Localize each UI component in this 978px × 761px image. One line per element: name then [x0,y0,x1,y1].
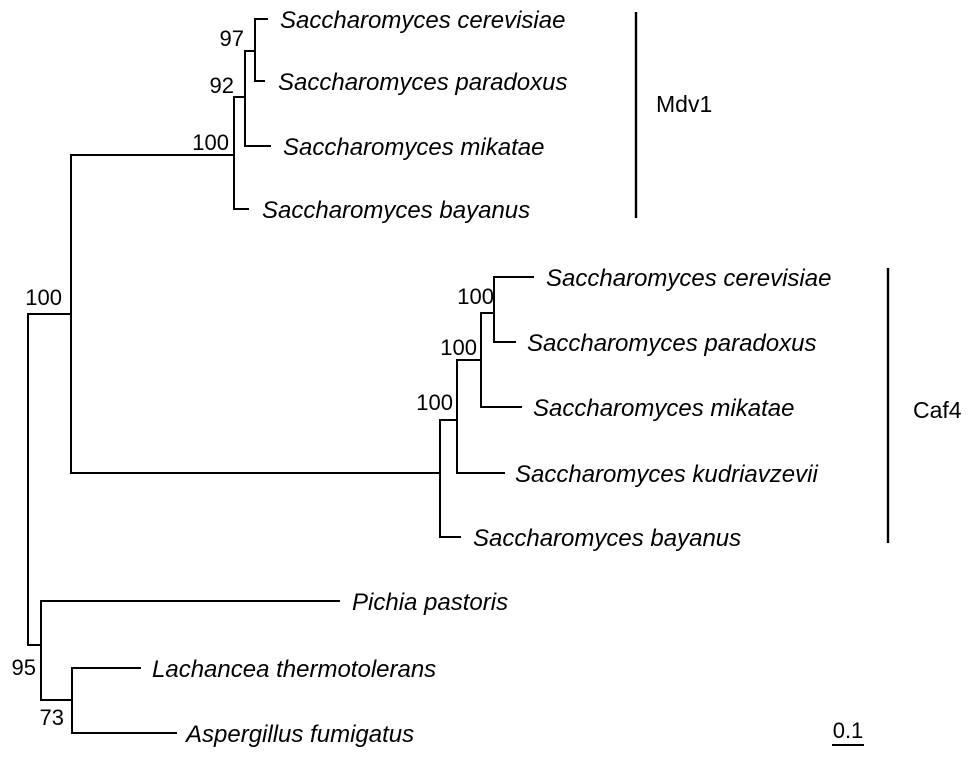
taxon-label: Saccharomyces mikatae [283,134,544,161]
support-values: 97 92 100 100 100 100 100 95 73 [12,26,494,730]
clade-mdv1: Mdv1 [634,12,712,218]
taxon-label: Saccharomyces bayanus [473,525,741,552]
support-value: 95 [12,655,36,680]
taxon-label: Saccharomyces paradoxus [527,330,816,357]
support-value: 100 [457,284,494,309]
taxon-label: Lachancea thermotolerans [152,656,436,683]
taxon-label: Saccharomyces kudriavzevii [515,461,818,488]
taxon-label: Saccharomyces bayanus [262,197,530,224]
taxon-label: Pichia pastoris [352,589,508,616]
clade-label-caf4: Caf4 [913,397,962,423]
clade-label-mdv1: Mdv1 [656,91,712,117]
clade-caf4: Caf4 [886,268,962,543]
support-value: 73 [40,705,64,730]
taxon-label: Aspergillus fumigatus [184,721,414,748]
support-value: 100 [25,285,62,310]
scale-bar: 0.1 [832,718,864,746]
support-value: 100 [416,390,453,415]
taxon-labels: Saccharomyces cerevisiae Saccharomyces p… [152,7,831,748]
taxon-label: Saccharomyces paradoxus [278,69,567,96]
tree-branches [27,18,534,734]
taxon-label: Saccharomyces cerevisiae [280,7,565,34]
taxon-label: Saccharomyces cerevisiae [546,265,831,292]
scale-bar-label: 0.1 [833,718,864,743]
support-value: 100 [440,335,477,360]
support-value: 97 [220,26,244,51]
taxon-label: Saccharomyces mikatae [533,395,794,422]
support-value: 100 [192,130,229,155]
support-value: 92 [210,73,234,98]
